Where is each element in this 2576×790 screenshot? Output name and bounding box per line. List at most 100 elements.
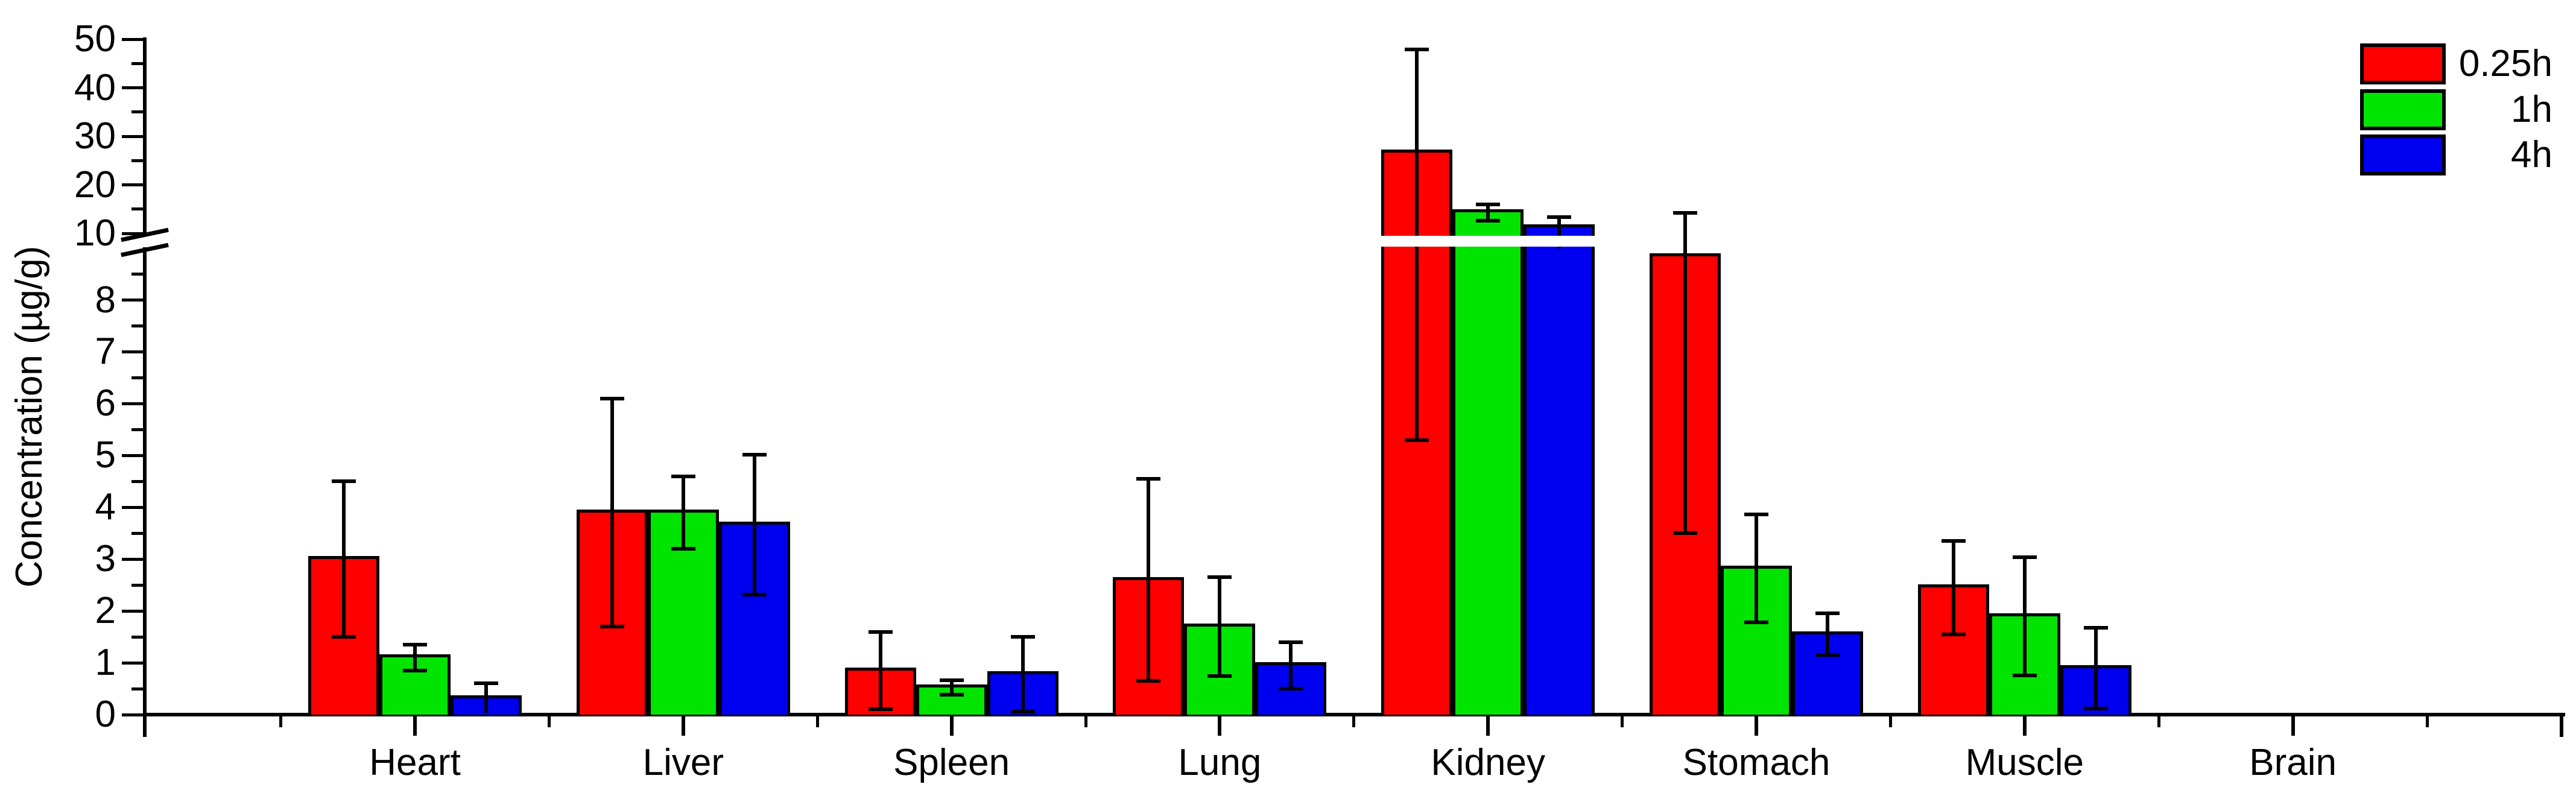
y-minor-tick (131, 110, 145, 114)
category-label: Lung (1178, 742, 1262, 783)
error-bar-cap (1207, 674, 1232, 678)
error-bar-cap (1815, 653, 1840, 657)
x-minor-tick (1084, 715, 1087, 727)
y-major-tick (122, 557, 145, 561)
bar-liver-4h (718, 521, 790, 715)
legend-swatch-1h (2360, 89, 2446, 130)
error-bar-line (2022, 557, 2027, 675)
x-major-tick (1218, 715, 1222, 736)
error-bar-line (484, 683, 488, 713)
bar-kidney-1h (1452, 209, 1524, 715)
category-label: Muscle (1965, 742, 2084, 783)
error-bar-line (1147, 479, 1151, 681)
error-bar-line (1486, 204, 1490, 221)
error-bar-line (413, 644, 417, 671)
x-axis-end-tick (2560, 713, 2563, 737)
error-bar-cap (2012, 673, 2037, 677)
error-bar-cap (1547, 215, 1572, 219)
error-bar-cap (1136, 477, 1161, 481)
legend-swatch-4h (2360, 134, 2446, 175)
error-bar-cap (1405, 438, 1429, 442)
y-tick-label: 5 (95, 434, 116, 476)
y-major-tick (122, 232, 145, 235)
y-major-tick (122, 661, 145, 665)
error-bar-cap (403, 668, 427, 672)
error-bar-cap (2083, 625, 2108, 630)
y-major-tick (122, 505, 145, 509)
error-bar-cap (1010, 709, 1035, 713)
error-bar-cap (332, 479, 356, 484)
y-major-tick (122, 713, 145, 716)
error-bar-line (681, 476, 685, 549)
x-major-tick (1755, 715, 1758, 736)
category-label: Liver (642, 742, 724, 783)
x-minor-tick (547, 715, 551, 727)
error-bar-cap (1136, 679, 1161, 683)
error-bar-cap (742, 592, 767, 596)
y-tick-label: 1 (95, 642, 116, 684)
error-bar-line (2093, 627, 2098, 709)
error-bar-cap (600, 396, 624, 400)
x-axis-line (143, 713, 2565, 716)
error-bar-cap (2012, 555, 2037, 559)
y-tick-label: 8 (95, 279, 116, 321)
legend-label-1h: 1h (2511, 89, 2552, 130)
error-bar-line (1557, 216, 1562, 248)
error-bar-line (1951, 541, 1955, 634)
y-tick-label: 40 (74, 66, 116, 109)
error-bar-cap (742, 452, 767, 457)
y-tick-label: 4 (95, 486, 116, 528)
error-bar-cap (1744, 513, 1768, 517)
y-tick-label: 20 (74, 163, 116, 206)
y-minor-tick (131, 273, 145, 276)
y-tick-label: 50 (74, 18, 116, 60)
y-minor-tick (131, 62, 145, 65)
x-minor-tick (815, 715, 819, 727)
x-major-tick (2291, 715, 2295, 736)
legend-label-0.25h: 0.25h (2458, 43, 2552, 84)
x-major-tick (681, 715, 685, 736)
error-bar-cap (939, 678, 964, 683)
error-bar-cap (1405, 47, 1429, 51)
error-bar-cap (1010, 635, 1035, 639)
x-major-tick (413, 715, 417, 736)
y-minor-tick (131, 583, 145, 587)
y-minor-tick (131, 376, 145, 379)
error-bar-cap (1941, 539, 1966, 543)
y-tick-label: 30 (74, 115, 116, 157)
error-bar-cap (403, 642, 427, 646)
error-bar-line (1218, 577, 1222, 676)
y-major-tick (122, 402, 145, 405)
error-bar-cap (2083, 706, 2108, 710)
y-tick-label: 3 (95, 538, 116, 580)
y-major-tick (122, 134, 145, 138)
y-axis-line-upper (143, 37, 147, 236)
break-band (1378, 236, 1598, 247)
legend-swatch-0.25h (2360, 43, 2446, 84)
error-bar-cap (1279, 687, 1303, 691)
error-bar-cap (1476, 218, 1501, 223)
error-bar-cap (1815, 611, 1840, 616)
y-tick-label: 7 (95, 330, 116, 373)
error-bar-cap (1207, 575, 1232, 580)
y-tick-label: 0 (95, 694, 116, 735)
x-minor-tick (1352, 715, 1356, 727)
y-tick-label: 2 (95, 590, 116, 632)
y-tick-label: 6 (95, 382, 116, 425)
y-major-tick (122, 183, 145, 186)
error-bar-cap (600, 624, 624, 628)
x-minor-tick (2157, 715, 2160, 727)
y-minor-tick (131, 479, 145, 483)
error-bar-cap (868, 707, 893, 712)
error-bar-cap (671, 547, 695, 551)
error-bar-line (1289, 642, 1293, 689)
error-bar-cap (1744, 621, 1768, 625)
y-major-tick (122, 609, 145, 613)
x-minor-tick (2425, 715, 2429, 727)
y-minor-tick (131, 159, 145, 162)
x-major-tick (2022, 715, 2027, 736)
legend-label-4h: 4h (2511, 134, 2552, 175)
error-bar-line (752, 454, 756, 595)
x-major-tick (1486, 715, 1490, 736)
